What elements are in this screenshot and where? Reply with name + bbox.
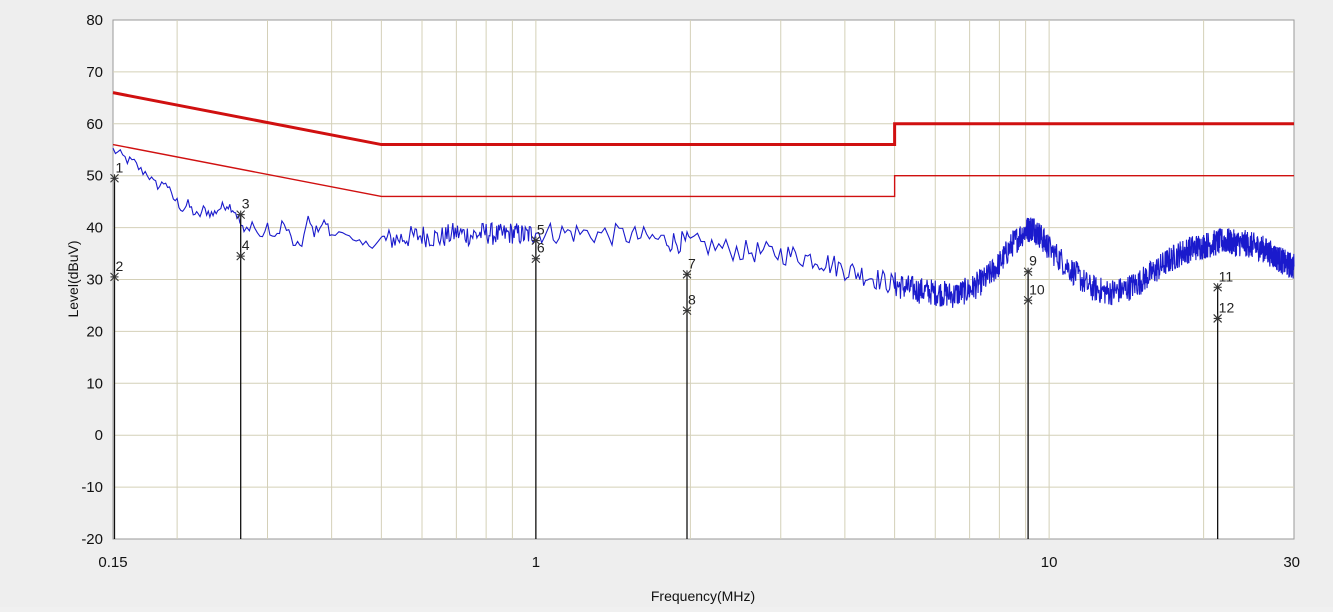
marker-symbol [236, 251, 246, 261]
y-tick-label: -10 [81, 479, 103, 496]
y-tick-label: 80 [86, 12, 103, 29]
x-tick-label: 30 [1283, 554, 1300, 571]
marker-label: 2 [115, 258, 123, 274]
marker-symbol-stroke [1213, 314, 1223, 323]
y-tick-labels: 80 70 60 50 40 30 20 10 0 -10 -20 [81, 12, 103, 548]
x-tick-labels: 0.15 1 10 30 [98, 554, 1300, 571]
marker-symbol-stroke [110, 173, 119, 183]
y-tick-label: -20 [81, 531, 103, 548]
x-axis-label: Frequency(MHz) [651, 588, 755, 604]
y-tick-label: 50 [86, 168, 103, 185]
x-tick-label: 1 [532, 554, 540, 571]
marker-label: 7 [688, 255, 696, 271]
marker-label: 10 [1029, 281, 1045, 297]
marker-symbol-stroke [236, 210, 246, 220]
marker-symbol-stroke [531, 236, 541, 245]
measurement-trace [112, 147, 1295, 308]
marker-symbol-stroke [531, 254, 541, 264]
marker-symbol-stroke [682, 269, 692, 279]
y-tick-label: 40 [86, 220, 103, 237]
limit-lines [112, 91, 1294, 198]
x-tick-label: 10 [1041, 554, 1058, 571]
marker-symbol [110, 272, 119, 282]
marker-symbol-stroke [110, 272, 119, 282]
marker-label: 6 [537, 240, 545, 256]
trace-line [112, 147, 1295, 308]
marker-label: 11 [1219, 268, 1234, 284]
marker-symbol-stroke [682, 306, 692, 316]
marker-label: 9 [1029, 253, 1037, 269]
marker-symbol-stroke [1023, 295, 1033, 305]
y-tick-label: 20 [86, 323, 103, 340]
y-axis-label: Level(dBuV) [65, 240, 81, 317]
marker-label: 4 [242, 237, 250, 253]
marker-symbol [110, 173, 119, 183]
y-tick-label: 10 [86, 375, 103, 392]
marker-symbol [236, 210, 246, 220]
marker-symbol [1213, 314, 1223, 323]
marker-label: 8 [688, 292, 696, 308]
limit-line-1 [112, 91, 1294, 147]
marker-symbol-stroke [1213, 282, 1223, 292]
marker-symbol [1023, 267, 1033, 277]
marker-label: 12 [1219, 299, 1235, 315]
y-tick-label: 70 [86, 64, 103, 81]
marker-label: 1 [115, 159, 123, 175]
y-tick-label: 0 [95, 427, 103, 444]
marker-label: 3 [242, 196, 250, 212]
marker-symbol [682, 269, 692, 279]
marker-symbol [531, 254, 541, 264]
marker-symbol-stroke [236, 251, 246, 261]
marker-label: 5 [537, 222, 545, 238]
x-tick-label: 0.15 [98, 554, 127, 571]
marker-symbol-stroke [1023, 267, 1033, 277]
marker-symbol [531, 236, 541, 245]
y-tick-label: 30 [86, 272, 103, 289]
y-tick-label: 60 [86, 116, 103, 133]
marker-symbol [1213, 282, 1223, 292]
limit-line-2 [112, 143, 1294, 198]
marker-symbol [1023, 295, 1033, 305]
marker-symbol [682, 306, 692, 316]
